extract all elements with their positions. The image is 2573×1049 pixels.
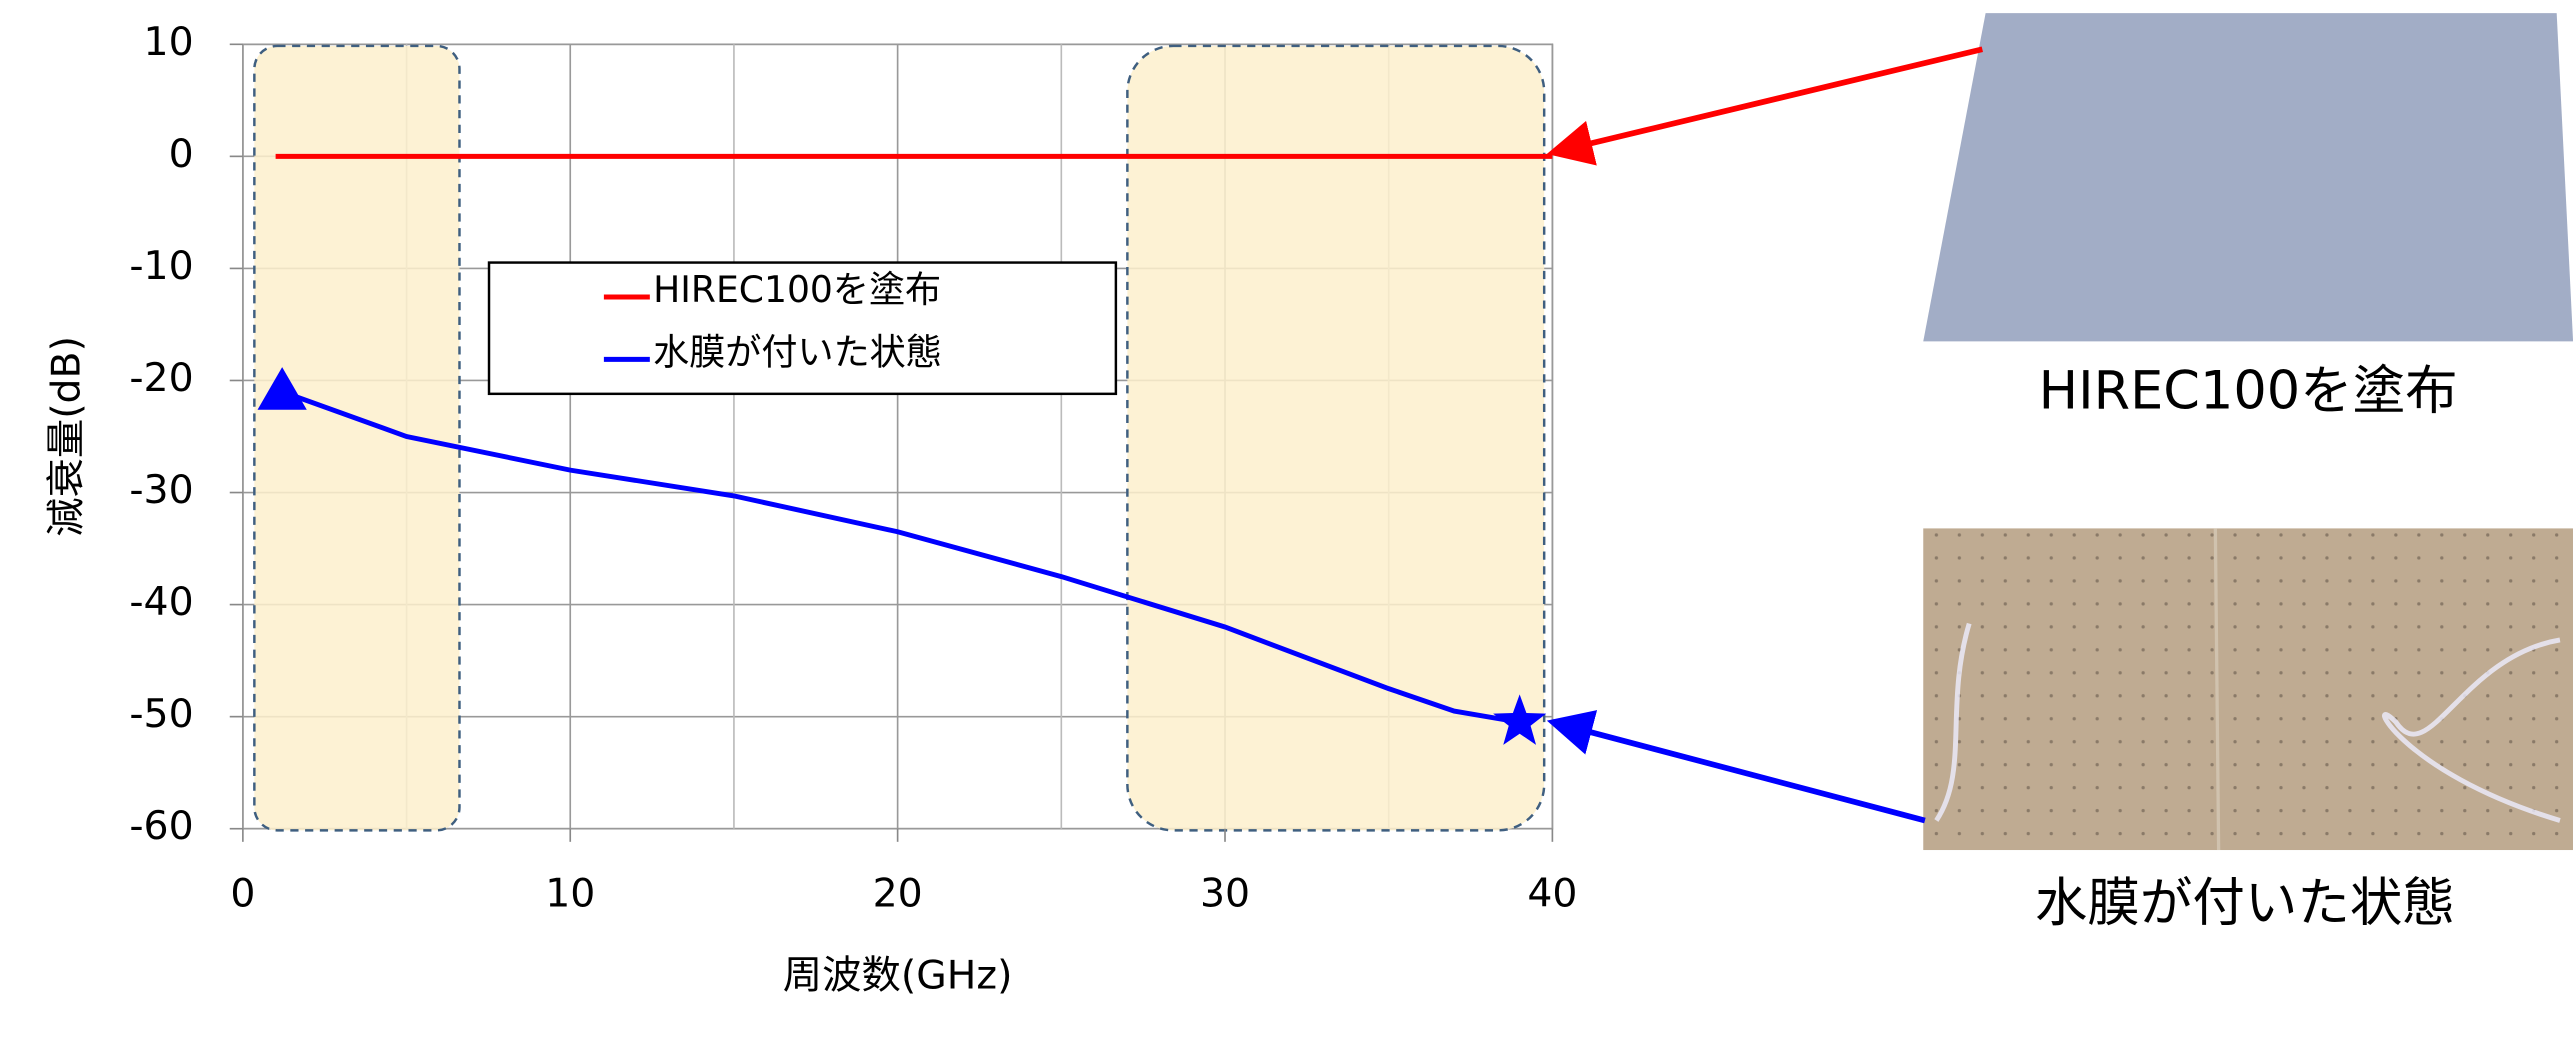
series-line bbox=[281, 389, 1521, 725]
photo-caption: HIREC100を塗布 bbox=[2039, 360, 2458, 421]
y-tick-label: -50 bbox=[129, 691, 193, 737]
y-tick-label: 10 bbox=[144, 19, 194, 65]
x-tick-label: 30 bbox=[1200, 870, 1250, 916]
start-marker bbox=[257, 367, 307, 410]
photo-coated bbox=[1923, 13, 2573, 342]
x-axis-label: 周波数(GHz) bbox=[783, 953, 1013, 999]
y-tick-label: 0 bbox=[169, 131, 194, 177]
photo-texture bbox=[1923, 528, 2573, 851]
water-streak bbox=[1934, 622, 2561, 823]
plot-lines bbox=[257, 153, 1553, 745]
legend: HIREC100を塗布 水膜が付いた状態 bbox=[487, 261, 1118, 396]
y-tick-label: -60 bbox=[129, 803, 193, 849]
arrow bbox=[1546, 46, 1983, 166]
x-tick-label: 10 bbox=[545, 870, 595, 916]
y-tick-label: -20 bbox=[129, 355, 193, 401]
chart-root: HIREC100を塗布 水膜が付いた状態 周波数(GHz) 減衰量(dB) HI… bbox=[43, 13, 2573, 999]
highlight-region bbox=[1126, 44, 1546, 832]
x-tick-label: 0 bbox=[230, 870, 255, 916]
legend-box bbox=[487, 261, 1118, 396]
legend-label: HIREC100を塗布 bbox=[653, 268, 941, 311]
end-marker bbox=[1493, 694, 1547, 745]
x-tick-label: 20 bbox=[873, 870, 923, 916]
x-tick-label: 40 bbox=[1527, 870, 1577, 916]
photo-caption: 水膜が付いた状態 bbox=[2035, 872, 2455, 933]
y-tick-label: -30 bbox=[129, 467, 193, 513]
y-axis-label: 減衰量(dB) bbox=[43, 336, 89, 537]
highlight-region bbox=[253, 44, 461, 832]
photo-seam bbox=[2213, 528, 2221, 851]
arrow bbox=[1546, 710, 1926, 824]
y-tick-label: -40 bbox=[129, 579, 193, 625]
y-tick-label: -10 bbox=[129, 243, 193, 289]
legend-label: 水膜が付いた状態 bbox=[653, 330, 942, 373]
